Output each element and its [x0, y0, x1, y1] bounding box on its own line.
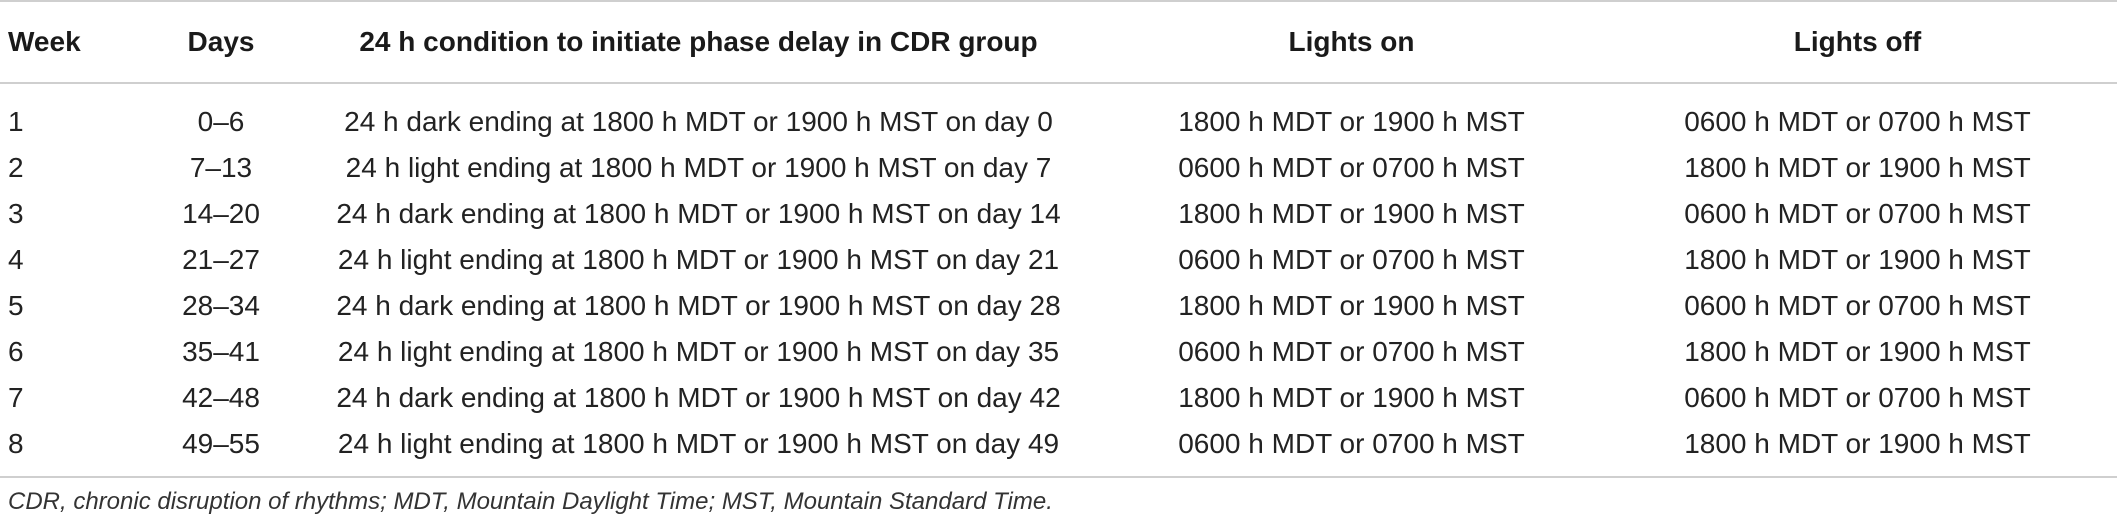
cell-condition: 24 h dark ending at 1800 h MDT or 1900 h… — [344, 105, 1053, 137]
cell-lights-on: 0600 h MDT or 0700 h MST — [1178, 244, 1525, 275]
cell-condition: 24 h light ending at 1800 h MDT or 1900 … — [337, 244, 1060, 275]
cell-condition: 24 h dark ending at 1800 h MDT or 1900 h… — [336, 382, 1061, 413]
cell-condition: 24 h light ending at 1800 h MDT or 1900 … — [337, 336, 1060, 367]
table-body: 1 0–6 24 h dark ending at 1800 h MDT or … — [0, 83, 2117, 478]
cell-lights-off: 1800 h MDT or 1900 h MST — [1684, 336, 2031, 367]
cell-week: 7 — [8, 382, 24, 413]
cell-week: 2 — [8, 152, 24, 183]
cell-lights-off: 0600 h MDT or 0700 h MST — [1684, 290, 2031, 321]
cell-days: 14–20 — [182, 198, 260, 229]
cell-lights-off: 1800 h MDT or 1900 h MST — [1598, 421, 2117, 478]
schedule-table: Week Days 24 h condition to initiate pha… — [0, 0, 2117, 478]
header-row: Week Days 24 h condition to initiate pha… — [0, 0, 2117, 84]
cell-lights-on: 0600 h MDT or 0700 h MST — [1178, 336, 1525, 367]
header-week: Week — [0, 0, 150, 84]
table-row: 7 42–48 24 h dark ending at 1800 h MDT o… — [0, 375, 2117, 421]
cell-lights-off: 0600 h MDT or 0700 h MST — [1684, 198, 2031, 229]
header-days: Days — [150, 0, 292, 84]
header-lights-on: Lights on — [1105, 0, 1598, 84]
header-lights-off: Lights off — [1598, 0, 2117, 84]
cell-condition: 24 h light ending at 1800 h MDT or 1900 … — [345, 152, 1052, 183]
table-row: 1 0–6 24 h dark ending at 1800 h MDT or … — [0, 83, 2117, 145]
cell-lights-on: 1800 h MDT or 1900 h MST — [1178, 198, 1525, 229]
cell-days: 35–41 — [182, 336, 260, 367]
cell-days: 7–13 — [189, 152, 253, 183]
table-row: 6 35–41 24 h light ending at 1800 h MDT … — [0, 329, 2117, 375]
cell-days: 49–55 — [150, 421, 292, 478]
cell-lights-on: 0600 h MDT or 0700 h MST — [1178, 152, 1525, 183]
cell-lights-on: 1800 h MDT or 1900 h MST — [1178, 382, 1525, 413]
cell-days: 21–27 — [182, 244, 260, 275]
cell-condition: 24 h dark ending at 1800 h MDT or 1900 h… — [336, 290, 1061, 321]
header-condition: 24 h condition to initiate phase delay i… — [292, 0, 1105, 84]
cell-lights-off: 1800 h MDT or 1900 h MST — [1684, 244, 2031, 275]
cell-lights-off: 0600 h MDT or 0700 h MST — [1684, 105, 2031, 137]
cell-lights-off: 1800 h MDT or 1900 h MST — [1684, 152, 2031, 183]
cell-lights-on: 0600 h MDT or 0700 h MST — [1105, 421, 1598, 478]
table-row: 3 14–20 24 h dark ending at 1800 h MDT o… — [0, 191, 2117, 237]
cell-lights-on: 1800 h MDT or 1900 h MST — [1178, 290, 1525, 321]
cell-lights-on: 1800 h MDT or 1900 h MST — [1178, 105, 1525, 137]
table-header: Week Days 24 h condition to initiate pha… — [0, 0, 2117, 84]
cell-days: 28–34 — [182, 290, 260, 321]
cell-week: 5 — [8, 290, 24, 321]
table-row: 2 7–13 24 h light ending at 1800 h MDT o… — [0, 145, 2117, 191]
cell-condition: 24 h dark ending at 1800 h MDT or 1900 h… — [336, 198, 1061, 229]
table-row: 4 21–27 24 h light ending at 1800 h MDT … — [0, 237, 2117, 283]
table-row: 8 49–55 24 h light ending at 1800 h MDT … — [0, 421, 2117, 478]
cell-week: 1 — [8, 105, 24, 137]
table-row: 5 28–34 24 h dark ending at 1800 h MDT o… — [0, 283, 2117, 329]
cell-week: 4 — [8, 244, 24, 275]
cell-week: 8 — [0, 421, 150, 478]
cell-lights-off: 0600 h MDT or 0700 h MST — [1684, 382, 2031, 413]
cell-days: 0–6 — [197, 105, 245, 137]
cell-week: 6 — [8, 336, 24, 367]
table-footnote: CDR, chronic disruption of rhythms; MDT,… — [8, 488, 1053, 515]
cell-week: 3 — [8, 198, 24, 229]
cell-days: 42–48 — [182, 382, 260, 413]
cell-condition: 24 h light ending at 1800 h MDT or 1900 … — [292, 421, 1105, 478]
